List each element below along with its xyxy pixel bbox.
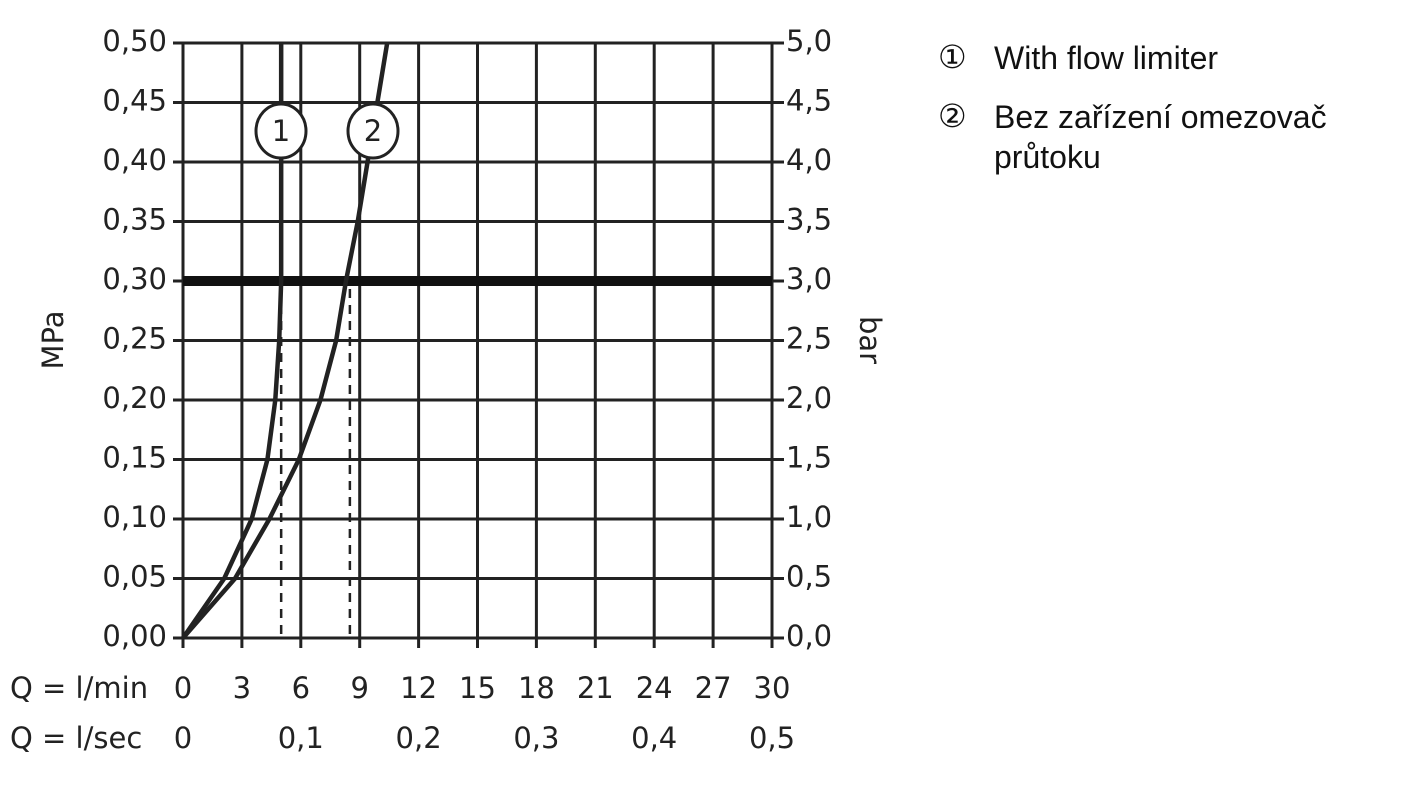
- y2-tick-label: 2,0: [786, 381, 832, 415]
- x-tick-label: 12: [400, 671, 437, 705]
- curve-label: 1: [272, 114, 290, 148]
- y2-axis-label: bar: [853, 316, 887, 364]
- legend-label: With flow limiter: [994, 40, 1219, 76]
- y2-tick-label: 4,5: [786, 84, 832, 118]
- x-tick-label: 24: [636, 671, 673, 705]
- y2-tick-label: 2,5: [786, 322, 832, 356]
- y-tick-label: 0,30: [102, 262, 167, 296]
- x-tick-label: 18: [518, 671, 555, 705]
- y-tick-label: 0,40: [102, 143, 167, 177]
- x-tick-label: 27: [695, 671, 732, 705]
- x-tick-label: 9: [350, 671, 368, 705]
- x-tick-label: 15: [459, 671, 496, 705]
- legend-item: ① With flow limiter: [938, 38, 1414, 78]
- y-tick-label: 0,45: [102, 84, 167, 118]
- legend-marker: ①: [938, 39, 967, 75]
- y2-tick-label: 3,5: [786, 203, 832, 237]
- x-tick-label: 0: [174, 671, 192, 705]
- curve-label-circle: [254, 102, 308, 160]
- legend-label: Bez zařízení omezovač průtoku: [994, 99, 1327, 175]
- y-tick-label: 0,10: [102, 500, 167, 534]
- x2-tick-label: 0: [174, 721, 192, 755]
- x2-tick-label: 0,5: [749, 721, 795, 755]
- x2-axis-label: Q = l/sec: [10, 721, 142, 755]
- y2-tick-label: 1,0: [786, 500, 832, 534]
- y2-tick-label: 0,0: [786, 619, 832, 653]
- y2-tick-label: 0,5: [786, 560, 832, 594]
- y-axis-label: MPa: [36, 311, 70, 370]
- x-tick-label: 21: [577, 671, 614, 705]
- x-tick-label: 3: [233, 671, 251, 705]
- y-tick-label: 0,25: [102, 322, 167, 356]
- legend-marker: ②: [938, 98, 967, 134]
- curve-label-circle: [346, 102, 400, 160]
- x-axis-label: Q = l/min: [10, 671, 148, 705]
- x-tick-label: 6: [292, 671, 310, 705]
- y2-tick-label: 3,0: [786, 262, 832, 296]
- chart: Q = l/min Q = l/sec MPa bar 0 3 6 9 12 15 18 21…: [10, 24, 887, 755]
- x2-tick-label: 0,1: [278, 721, 324, 755]
- y2-tick-label: 4,0: [786, 143, 832, 177]
- legend-item: ② Bez zařízení omezovač průtoku: [938, 97, 1414, 177]
- y2-tick-label: 5,0: [786, 24, 832, 58]
- x2-tick-label: 0,3: [513, 721, 559, 755]
- y-tick-label: 0,35: [102, 203, 167, 237]
- curve-label: 2: [364, 114, 382, 148]
- x2-tick-label: 0,4: [631, 721, 677, 755]
- y-tick-label: 0,50: [102, 24, 167, 58]
- y-tick-label: 0,05: [102, 560, 167, 594]
- y2-tick-label: 1,5: [786, 441, 832, 475]
- y-tick-label: 0,00: [102, 619, 167, 653]
- x2-tick-label: 0,2: [396, 721, 442, 755]
- y-tick-label: 0,15: [102, 441, 167, 475]
- y-tick-label: 0,20: [102, 381, 167, 415]
- x-tick-label: 30: [754, 671, 791, 705]
